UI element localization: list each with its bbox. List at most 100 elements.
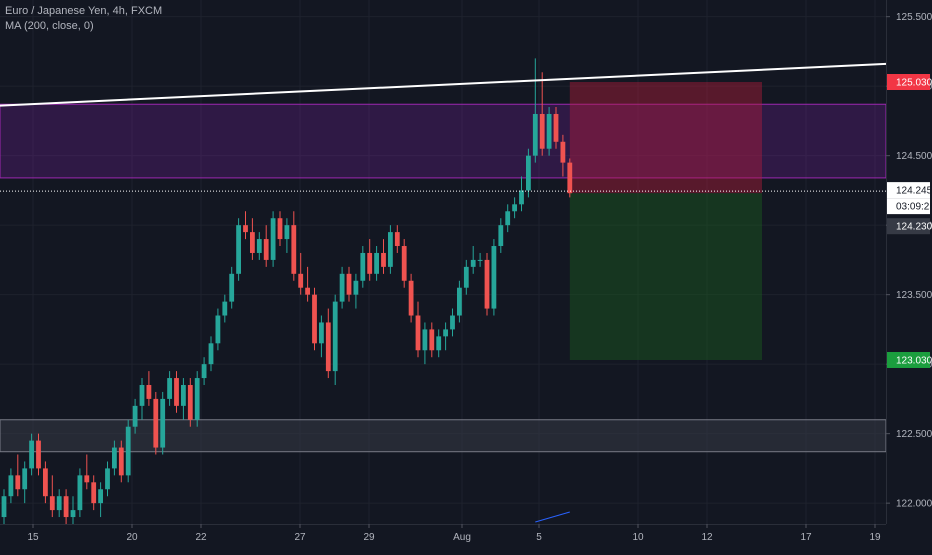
candle-body xyxy=(512,204,517,212)
candle-body xyxy=(325,322,331,372)
candle-body xyxy=(36,440,41,469)
candle xyxy=(339,266,345,309)
candle xyxy=(222,294,228,323)
candle xyxy=(105,461,110,497)
candle xyxy=(374,246,379,281)
candle xyxy=(346,266,352,302)
candle xyxy=(63,489,69,524)
price-axis-panel[interactable] xyxy=(886,0,932,550)
candle xyxy=(1,489,7,524)
candle-body xyxy=(146,385,152,399)
candle xyxy=(532,58,538,163)
candle xyxy=(229,266,235,309)
candle-body xyxy=(91,482,97,504)
y-tick-label: 122.000 xyxy=(896,499,932,510)
candle xyxy=(560,134,566,177)
candle xyxy=(567,158,573,198)
candle-body xyxy=(256,239,262,253)
short-position-tool[interactable] xyxy=(569,82,762,360)
candle-body xyxy=(463,266,469,288)
x-tick-label: Aug xyxy=(453,532,471,543)
symbol-title[interactable]: Euro / Japanese Yen, 4h, FXCM xyxy=(5,5,163,17)
candle xyxy=(539,72,545,156)
x-tick-label: 19 xyxy=(869,532,881,543)
candle xyxy=(98,482,103,518)
candle-body xyxy=(491,246,497,309)
candle xyxy=(325,308,331,379)
candle xyxy=(526,148,531,198)
candle-body xyxy=(477,259,483,261)
resistance-zone[interactable] xyxy=(0,103,887,179)
candle-body xyxy=(236,225,241,274)
current-price-tag-bg xyxy=(887,182,930,199)
candle-body xyxy=(457,287,462,316)
candle-body xyxy=(43,468,48,497)
candle xyxy=(443,322,448,351)
y-tick-label: 123.500 xyxy=(896,290,932,301)
candle xyxy=(70,496,76,524)
x-tick-label: 10 xyxy=(632,532,644,543)
candle-body xyxy=(381,252,386,267)
candle-body xyxy=(70,510,76,518)
candle xyxy=(394,225,400,253)
candle-body xyxy=(560,141,566,163)
candle xyxy=(146,371,152,406)
candle xyxy=(305,266,310,302)
candle xyxy=(77,468,83,518)
candle xyxy=(56,489,62,518)
candle xyxy=(84,454,90,490)
candle-body xyxy=(160,398,166,448)
time-axis-panel[interactable] xyxy=(0,524,932,550)
x-tick-label: 22 xyxy=(195,532,207,543)
x-tick-label: 20 xyxy=(126,532,138,543)
take-profit-zone[interactable] xyxy=(569,193,762,360)
stop-price-tag-bg xyxy=(887,74,930,91)
candle xyxy=(174,371,179,413)
candle xyxy=(546,107,552,156)
x-tick-label: 5 xyxy=(536,532,542,543)
candle xyxy=(125,419,131,483)
candle-body xyxy=(125,426,131,476)
candle-body xyxy=(243,225,248,233)
candle-body xyxy=(374,252,379,274)
candle-body xyxy=(215,315,221,344)
candle xyxy=(8,468,14,504)
candle xyxy=(319,315,324,358)
candle xyxy=(498,218,504,253)
candle xyxy=(429,322,435,358)
last-price-tag: 124.230 xyxy=(896,222,932,233)
candle xyxy=(181,378,186,420)
candle-body xyxy=(139,385,145,406)
candle-body xyxy=(187,385,193,420)
candle xyxy=(298,252,304,295)
candle xyxy=(132,398,138,434)
candle-body xyxy=(98,489,103,504)
candle-body xyxy=(112,447,117,469)
candle-body xyxy=(319,322,324,344)
candle-body xyxy=(567,162,573,194)
candle-body xyxy=(505,211,511,226)
candle xyxy=(263,225,269,267)
candle-body xyxy=(546,113,552,149)
candle xyxy=(277,211,283,247)
candle xyxy=(450,308,455,337)
indicator-label[interactable]: MA (200, close, 0) xyxy=(5,20,94,32)
stop-loss-zone[interactable] xyxy=(569,82,762,194)
y-tick-label: 122.500 xyxy=(896,429,932,440)
bar-countdown-tag: 03:09:25 xyxy=(896,202,932,213)
candle-body xyxy=(519,190,524,205)
candle-body xyxy=(360,252,366,281)
x-tick-label: 27 xyxy=(294,532,306,543)
target-price-tag: 123.030 xyxy=(896,355,932,366)
x-tick-label: 12 xyxy=(701,532,713,543)
zones xyxy=(0,103,887,453)
candle xyxy=(477,252,483,267)
candle xyxy=(436,329,442,358)
candle-body xyxy=(174,378,179,406)
candle-body xyxy=(388,232,393,267)
candle-body xyxy=(167,378,172,399)
ascending-trendline[interactable] xyxy=(0,62,887,107)
candle-body xyxy=(277,218,283,240)
